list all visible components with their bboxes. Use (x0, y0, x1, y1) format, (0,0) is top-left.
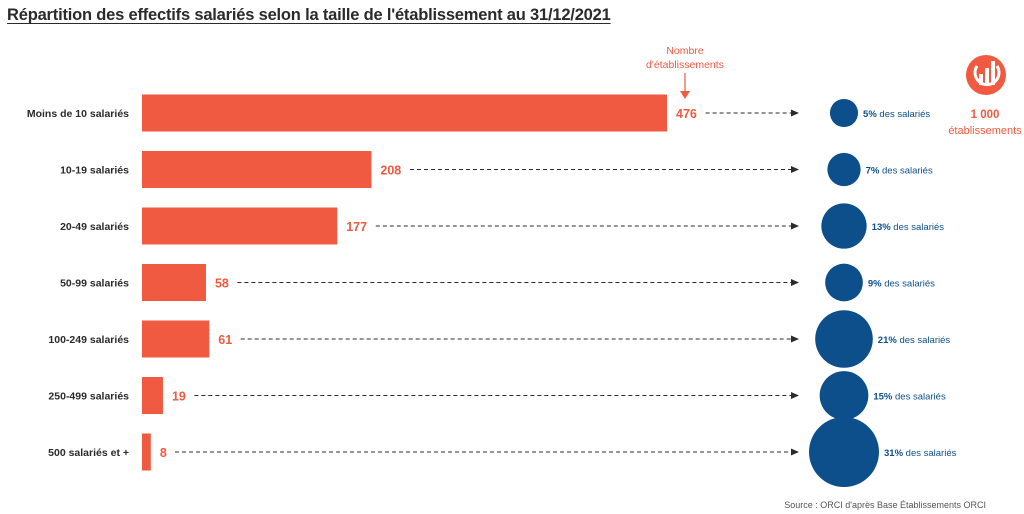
bar (142, 377, 163, 414)
share-label: 31% des salariés (884, 448, 957, 459)
category-label: 250-499 salariés (48, 391, 129, 403)
share-circle (821, 203, 867, 249)
share-circle (827, 152, 861, 187)
building-chart-icon (966, 55, 1006, 95)
bar-value-label: 19 (172, 390, 186, 404)
category-label: 10-19 salariés (60, 165, 129, 177)
chart-row: 50-99 salariés 58 9% des salariés (60, 263, 935, 302)
bar (142, 433, 151, 471)
bar-value-label: 177 (346, 220, 367, 234)
category-label: Moins de 10 salariés (27, 108, 129, 120)
bar-label-header-line-2: d'établissements (646, 59, 724, 71)
chart-row: 20-49 salariés 177 13% des salariés (60, 203, 945, 249)
bar-value-label: 476 (676, 107, 697, 121)
bar-label-header: Nombre d'établissements (646, 45, 724, 99)
bar (142, 151, 372, 188)
bar (142, 94, 667, 132)
bar-value-label: 208 (380, 164, 401, 178)
chart-row: 500 salariés et + 8 31% des salariés (48, 417, 957, 487)
chart-row: 10-19 salariés 208 7% des salariés (60, 151, 933, 188)
share-circle (815, 310, 873, 368)
bar-value-label: 61 (218, 333, 232, 347)
bar-value-label: 58 (215, 277, 229, 291)
total-block: 1 000 établissements (948, 55, 1022, 137)
share-label: 7% des salariés (866, 166, 933, 177)
bar (142, 320, 210, 358)
bar (142, 264, 206, 301)
share-label: 13% des salariés (872, 222, 945, 233)
total-unit: établissements (948, 125, 1022, 137)
chart-title: Répartition des effectifs salariés selon… (7, 6, 611, 24)
share-circle (825, 263, 863, 302)
total-value: 1 000 (971, 109, 1000, 121)
bar-value-label: 8 (160, 446, 167, 460)
source-note: Source : ORCI d'après Base Établissement… (784, 500, 986, 510)
category-label: 50-99 salariés (60, 278, 129, 290)
category-label: 100-249 salariés (48, 334, 129, 346)
bar-label-header-line-1: Nombre (666, 45, 704, 57)
share-label: 5% des salariés (863, 109, 930, 120)
category-label: 500 salariés et + (48, 447, 129, 459)
bar-label-header-arrowhead (680, 91, 690, 99)
chart-row: Moins de 10 salariés 476 5% des salariés (27, 94, 930, 132)
chart-row: 250-499 salariés 19 15% des salariés (48, 371, 946, 420)
share-label: 9% des salariés (868, 279, 935, 290)
share-label: 21% des salariés (878, 335, 951, 346)
bar (142, 207, 338, 245)
share-circle (809, 417, 879, 487)
share-label: 15% des salariés (873, 392, 946, 403)
share-circle (829, 98, 859, 128)
category-label: 20-49 salariés (60, 221, 129, 233)
chart-row: 100-249 salariés 61 21% des salariés (48, 310, 950, 368)
share-circle (819, 371, 869, 420)
